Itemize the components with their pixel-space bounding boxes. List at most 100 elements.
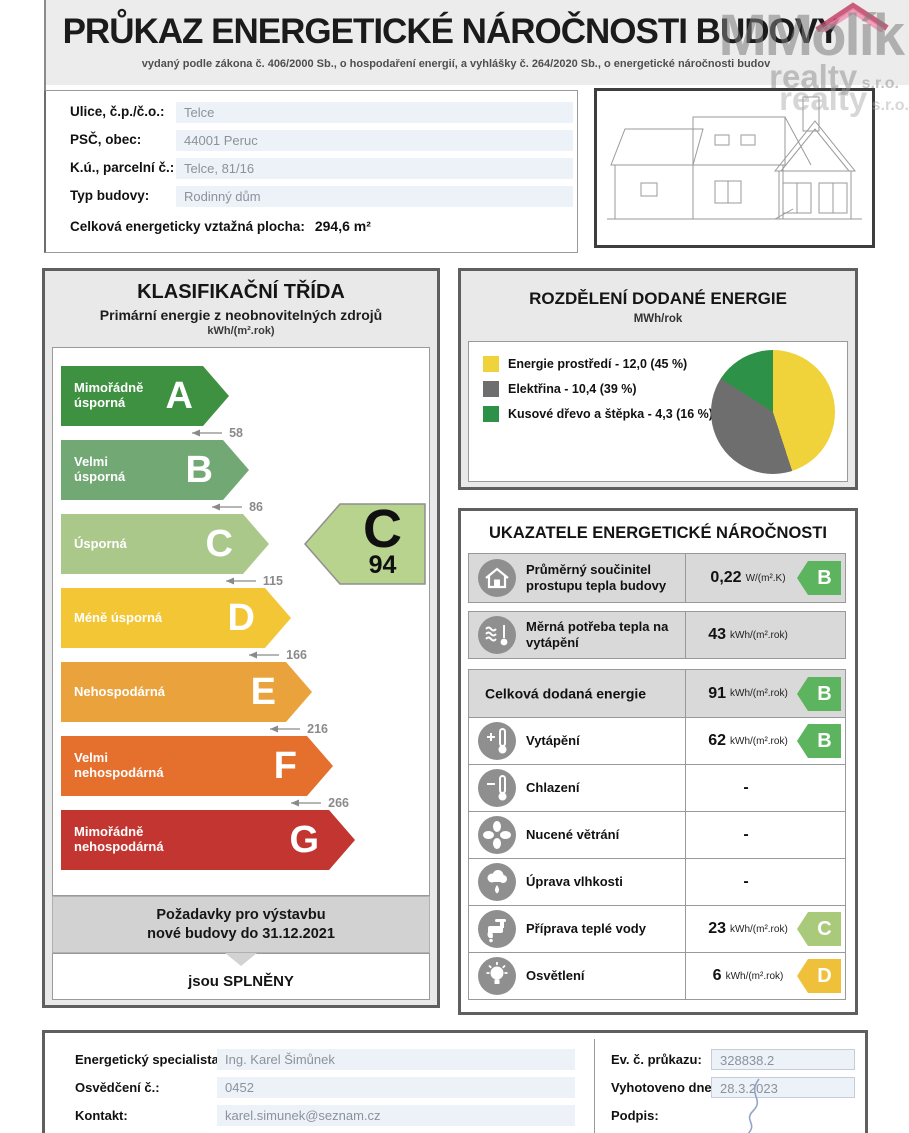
band-label: Úsporná [74, 535, 127, 551]
indicators-table: Celková dodaná energie 91 kWh/(m².rok) B … [468, 669, 846, 1000]
field-value: Telce, 81/16 [176, 158, 573, 179]
specialist-value: Ing. Karel Šimůnek [217, 1049, 575, 1070]
ventilation-icon [478, 816, 516, 854]
threshold-166: 166 [61, 648, 307, 662]
contact-value: karel.simunek@seznam.cz [217, 1105, 575, 1126]
band-letter: G [289, 819, 319, 861]
band-tip [243, 514, 269, 574]
page-subtitle: vydaný podle zákona č. 406/2000 Sb., o h… [141, 58, 771, 70]
issue-date-value: 28.3.2023 [711, 1077, 855, 1098]
threshold-216: 216 [61, 722, 328, 736]
current-class-letter: C [363, 499, 402, 559]
band-letter: C [205, 523, 233, 565]
indicator-row-hot-water: Příprava teplé vody 23 kWh/(m².rok) C [469, 905, 845, 952]
left-arrow-icon [270, 725, 301, 733]
info-row-street: Ulice, č.p./č.o.: Telce [46, 102, 577, 124]
pie-legend: Energie prostředí - 12,0 (45 %) Elektřin… [483, 356, 713, 431]
legend-item: Elektřina - 10,4 (39 %) [483, 381, 713, 397]
humidity-icon [478, 863, 516, 901]
class-band-d: Méně úsporná D [61, 588, 429, 648]
house-drawing [607, 96, 862, 220]
classification-panel: KLASIFIKAČNÍ TŘÍDA Primární energie z ne… [42, 268, 440, 1008]
band-letter: D [227, 597, 255, 639]
hot-water-icon [478, 910, 516, 948]
band-tip [307, 736, 333, 796]
left-arrow-icon [249, 651, 280, 659]
energy-pie-chart [711, 350, 835, 474]
band-label: Mimořádně nehospodárná [74, 824, 164, 854]
energy-distribution-panel: ROZDĚLENÍ DODANÉ ENERGIE MWh/rok Energie… [458, 268, 858, 490]
contact-label: Kontakt: [75, 1108, 128, 1123]
class-badge: B [796, 560, 842, 596]
class-band-f: Velmi nehospodárná F [61, 736, 429, 796]
class-badge: B [796, 676, 842, 712]
info-row-city: PSČ, obec: 44001 Peruc [46, 130, 577, 152]
header-band [46, 0, 909, 85]
left-arrow-icon [291, 799, 322, 807]
requirements-result: jsou SPLNĚNY [188, 973, 294, 990]
building-drawing-box [594, 88, 875, 248]
reference-area-value: 294,6 m² [314, 218, 371, 234]
legend-swatch [483, 406, 499, 422]
indicator-row-ventilation: Nucené větrání - [469, 811, 845, 858]
current-class-value: 94 [368, 551, 397, 579]
class-badge: C [796, 911, 842, 947]
class-badge [796, 617, 842, 653]
classification-scale: Mimořádně úsporná A 58 Velmi úsporná B 8… [52, 347, 430, 896]
indicator-row-heat-demand: Měrná potřeba tepla na vytápění 43 kWh/(m… [468, 611, 846, 659]
band-tip [286, 662, 312, 722]
band-letter: F [273, 745, 297, 787]
signature-label: Podpis: [611, 1108, 659, 1123]
band-tip [329, 810, 355, 870]
classification-unit: kWh/(m².rok) [207, 325, 275, 337]
reference-area: Celková energeticky vztažná plocha: 294,6… [70, 218, 371, 234]
distribution-title: ROZDĚLENÍ DODANÉ ENERGIE [529, 289, 787, 308]
legend-item: Energie prostředí - 12,0 (45 %) [483, 356, 713, 372]
footer-divider [594, 1039, 595, 1133]
indicators-title: UKAZATELE ENERGETICKÉ NÁROČNOSTI [489, 524, 827, 542]
class-band-a: Mimořádně úsporná A [61, 366, 429, 426]
threshold-115: 115 [61, 574, 283, 588]
notch-pointer [225, 953, 257, 966]
field-label: Typ budovy: [70, 188, 150, 203]
band-letter: B [185, 449, 213, 491]
indicator-row-lighting: Osvětlení 6 kWh/(m².rok) D [469, 952, 845, 999]
threshold-58: 58 [61, 426, 243, 440]
indicator-row-heat-transfer: Průměrný součinitel prostupu tepla budov… [468, 553, 846, 603]
band-tip [223, 440, 249, 500]
band-tip [203, 366, 229, 426]
field-value: 44001 Peruc [176, 130, 573, 151]
info-row-parcel: K.ú., parcelní č.: Telce, 81/16 [46, 158, 577, 180]
building-info-box: Ulice, č.p./č.o.: Telce PSČ, obec: 44001… [44, 90, 578, 253]
class-band-g: Mimořádně nehospodárná G [61, 810, 429, 870]
cooling-icon [478, 769, 516, 807]
footer-box: Energetický specialista: Ing. Karel Šimů… [42, 1030, 868, 1133]
legend-swatch [483, 356, 499, 372]
band-label: Velmi úsporná [74, 454, 126, 484]
evidence-no-label: Ev. č. průkazu: [611, 1052, 702, 1067]
issue-date-label: Vyhotoveno dne: [611, 1080, 716, 1095]
left-arrow-icon [212, 503, 243, 511]
page-title: PRŮKAZ ENERGETICKÉ NÁROČNOSTI BUDOVY [62, 12, 841, 51]
lighting-icon [478, 957, 516, 995]
indicator-row-heating: Vytápění 62 kWh/(m².rok) B [469, 717, 845, 764]
left-arrow-icon [192, 429, 223, 437]
band-letter: E [250, 671, 276, 713]
legend-item: Kusové dřevo a štěpka - 4,3 (16 %) [483, 406, 713, 422]
evidence-no-value: 328838.2 [711, 1049, 855, 1070]
band-label: Méně úsporná [74, 609, 163, 625]
heating-demand-icon [478, 616, 516, 654]
legend-swatch [483, 381, 499, 397]
class-band-b: Velmi úsporná B [61, 440, 429, 500]
page-edge-line [44, 0, 46, 90]
specialist-label: Energetický specialista: [75, 1052, 224, 1067]
classification-title: KLASIFIKAČNÍ TŘÍDA [137, 281, 345, 303]
current-class-marker: C 94 [303, 499, 427, 585]
field-label: K.ú., parcelní č.: [70, 160, 175, 175]
indicator-row-cooling: Chlazení - [469, 764, 845, 811]
indicator-row-total-energy: Celková dodaná energie 91 kWh/(m².rok) B [469, 670, 845, 717]
class-badge: B [796, 723, 842, 759]
info-row-type: Typ budovy: Rodinný dům [46, 186, 577, 208]
band-letter: A [165, 375, 193, 417]
